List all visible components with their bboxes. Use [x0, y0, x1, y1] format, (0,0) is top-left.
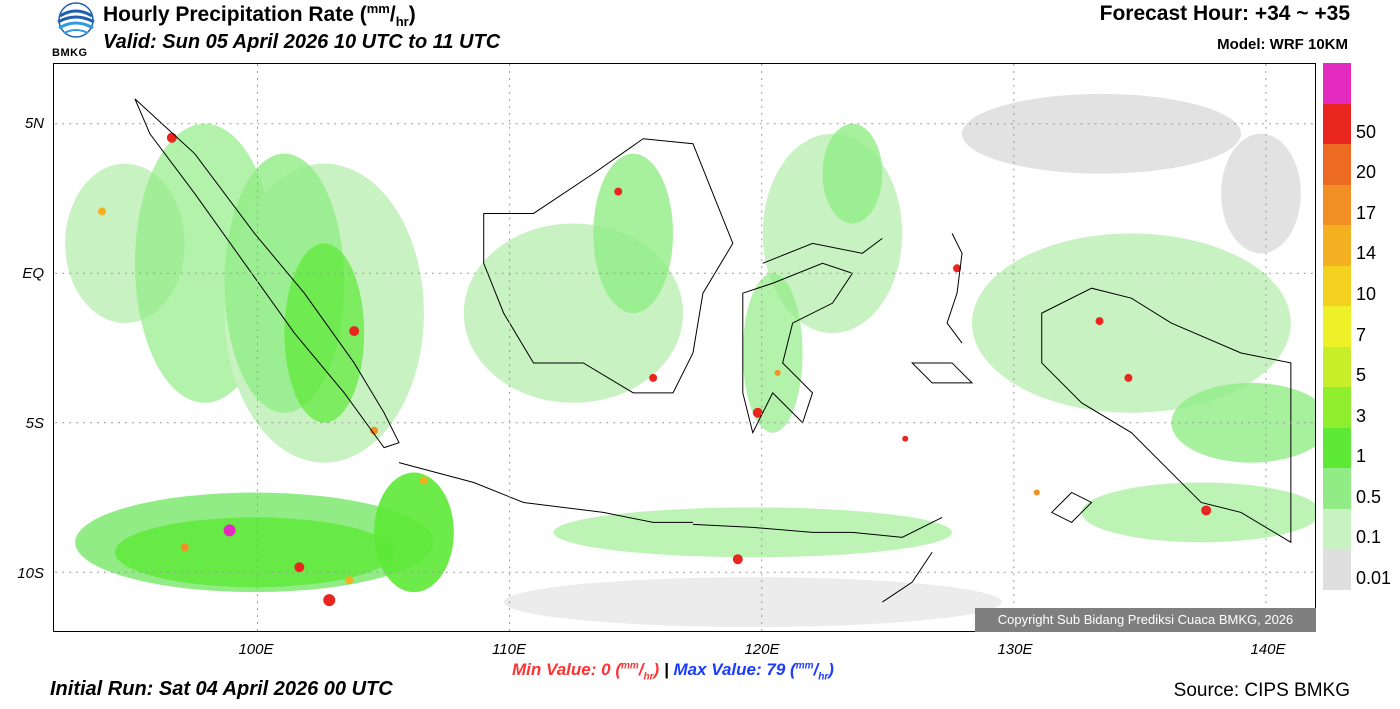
color-bar-segment — [1323, 468, 1351, 509]
chart-title: Hourly Precipitation Rate (mm/hr) — [103, 1, 416, 30]
min-label: Min Value: — [512, 660, 597, 679]
color-bar-label: 50 — [1356, 121, 1377, 142]
color-bar-segment — [1323, 225, 1351, 266]
color-bar-label: 14 — [1356, 243, 1377, 264]
min-unit-num: mm — [621, 660, 639, 672]
min-value: 0 — [601, 660, 611, 679]
max-unit-num: mm — [795, 660, 814, 672]
lon-label-140e: 140E — [1250, 641, 1286, 658]
lon-label-130e: 130E — [997, 641, 1033, 658]
forecast-hour: Forecast Hour: +34 ~ +35 — [1099, 2, 1350, 25]
color-bar-label: 1 — [1356, 446, 1367, 467]
lon-label-110e: 110E — [492, 641, 526, 658]
max-unit-den: hr — [818, 671, 829, 683]
title-unit-den: hr — [395, 14, 409, 30]
color-bar-segment — [1323, 306, 1351, 347]
max-value: 79 — [766, 660, 786, 679]
max-label: Max Value: — [673, 660, 762, 679]
stat-separator: | — [663, 660, 669, 679]
color-bar-label: 0.5 — [1356, 486, 1382, 507]
color-bar-segment — [1323, 184, 1351, 226]
gridlines — [55, 64, 1314, 631]
copyright-notice: Copyright Sub Bidang Prediksi Cuaca BMKG… — [975, 608, 1316, 632]
color-bar-label: 17 — [1356, 202, 1377, 223]
min-unit-den: hr — [643, 671, 654, 683]
color-bar-segment — [1323, 265, 1351, 307]
color-bar-label: 0.01 — [1356, 567, 1392, 588]
color-bar-label: 0.1 — [1356, 527, 1382, 548]
color-bar-segment — [1323, 427, 1351, 469]
title-close: ) — [408, 3, 416, 26]
heavy-rain-spots — [98, 132, 1212, 607]
lat-label-5n: 5N — [24, 115, 44, 132]
title-unit-num: mm — [366, 1, 390, 16]
lon-label-120e: 120E — [744, 641, 780, 658]
valid-time: Valid: Sun 05 April 2026 10 UTC to 11 UT… — [103, 31, 501, 53]
precip-field — [65, 93, 1315, 628]
color-bar-label: 10 — [1356, 283, 1377, 304]
lat-label-5s: 5S — [25, 415, 44, 432]
bmkg-logo — [57, 2, 95, 38]
lat-label-10s: 10S — [17, 565, 44, 582]
initial-run: Initial Run: Sat 04 April 2026 00 UTC — [50, 678, 393, 700]
logo-text: BMKG — [52, 47, 88, 59]
precipitation-map — [53, 63, 1316, 632]
color-bar-label: 7 — [1356, 324, 1367, 345]
color-bar-segment — [1323, 346, 1351, 388]
color-bar-segment — [1323, 387, 1351, 428]
color-bar-segment — [1323, 508, 1351, 550]
color-bar-segment — [1323, 144, 1351, 185]
color-bar — [1323, 63, 1351, 590]
color-bar-label: 5 — [1356, 365, 1367, 386]
lon-label-100e: 100E — [238, 641, 274, 658]
source-credit: Source: CIPS BMKG — [1173, 680, 1350, 701]
color-bar-segment — [1323, 63, 1351, 104]
color-bar-segment — [1323, 549, 1351, 590]
color-bar-segment — [1323, 103, 1351, 145]
min-max-values: Min Value: 0 (mm/hr) | Max Value: 79 (mm… — [512, 660, 834, 683]
title-text: Hourly Precipitation Rate ( — [103, 3, 367, 26]
color-bar-label: 3 — [1356, 405, 1367, 426]
color-bar-label: 20 — [1356, 162, 1377, 183]
model-name: Model: WRF 10KM — [1217, 36, 1348, 53]
coastlines — [134, 98, 1292, 603]
lat-label-eq: EQ — [22, 265, 44, 282]
